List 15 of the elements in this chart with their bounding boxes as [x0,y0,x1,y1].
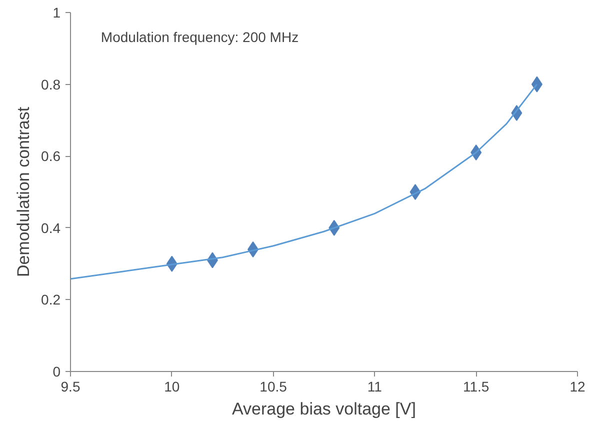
y-tick-label: 0.4 [41,220,61,236]
y-tick-label: 0.2 [41,292,61,308]
y-tick-label: 0.6 [41,148,61,164]
y-axis-title: Demodulation contrast [14,106,34,278]
annotation: Modulation frequency: 200 MHz [100,28,299,45]
x-tick-label: 10.5 [260,378,288,394]
y-tick-label: 1 [52,4,61,20]
x-tick-label: 11 [367,378,382,394]
x-axis-title: Average bias voltage [V] [232,400,416,418]
x-tick-label: 11.5 [462,378,490,394]
x-tick-label: 9.5 [60,378,80,394]
y-tick-label: 0 [52,364,61,380]
y-tick-label: 0.8 [41,76,61,92]
x-tick-label: 12 [570,378,586,394]
x-tick-label: 10 [164,378,180,394]
